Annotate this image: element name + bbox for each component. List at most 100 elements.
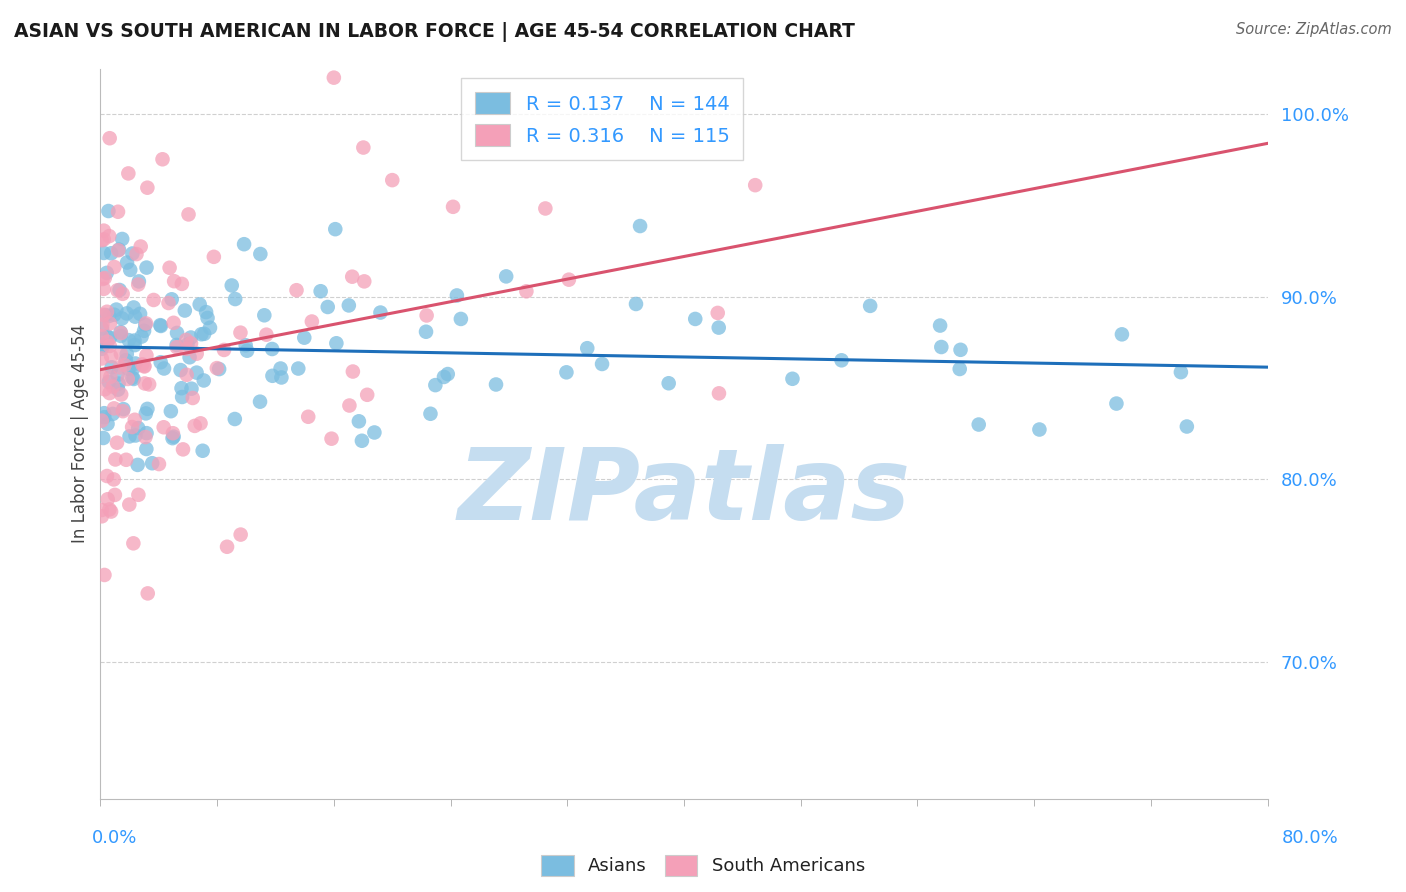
Point xyxy=(949,343,972,357)
Point xyxy=(111,311,134,326)
Point xyxy=(135,426,157,441)
Point xyxy=(180,336,202,351)
Point xyxy=(93,282,115,296)
Point xyxy=(339,399,361,413)
Point xyxy=(188,297,211,311)
Point xyxy=(132,324,155,338)
Point xyxy=(108,283,131,297)
Point xyxy=(555,365,578,379)
Point xyxy=(347,414,370,428)
Point xyxy=(148,457,170,471)
Point xyxy=(180,330,202,344)
Point xyxy=(706,306,728,320)
Point xyxy=(162,316,184,330)
Point xyxy=(436,367,458,381)
Point xyxy=(190,417,212,431)
Point xyxy=(131,358,153,372)
Point xyxy=(224,412,246,426)
Point xyxy=(831,353,853,368)
Point xyxy=(181,391,204,405)
Point xyxy=(124,428,146,442)
Point xyxy=(93,406,115,420)
Point xyxy=(104,452,127,467)
Point xyxy=(534,202,557,216)
Point xyxy=(93,308,115,322)
Point xyxy=(93,224,115,238)
Point xyxy=(176,337,198,351)
Point xyxy=(135,348,157,362)
Point xyxy=(100,246,122,260)
Point xyxy=(97,375,120,389)
Point xyxy=(108,243,131,257)
Point xyxy=(111,286,134,301)
Point xyxy=(415,325,437,339)
Point xyxy=(111,232,134,246)
Point xyxy=(707,320,730,334)
Point xyxy=(152,420,174,434)
Point xyxy=(224,292,246,306)
Point xyxy=(138,377,160,392)
Point xyxy=(162,431,184,445)
Point xyxy=(316,300,339,314)
Point xyxy=(100,504,122,518)
Point xyxy=(93,232,115,246)
Legend: Asians, South Americans: Asians, South Americans xyxy=(534,847,872,883)
Point xyxy=(136,401,159,416)
Point xyxy=(381,173,404,187)
Point xyxy=(425,378,447,392)
Point xyxy=(177,207,200,221)
Point xyxy=(337,298,360,312)
Point xyxy=(124,357,146,371)
Point xyxy=(101,379,124,393)
Point xyxy=(576,341,599,355)
Point xyxy=(322,70,344,85)
Point xyxy=(352,140,374,154)
Point xyxy=(128,274,150,288)
Point xyxy=(212,343,235,357)
Point xyxy=(118,498,141,512)
Point xyxy=(124,334,146,348)
Point xyxy=(160,293,183,307)
Point xyxy=(101,407,124,421)
Point xyxy=(353,274,375,288)
Point xyxy=(233,237,256,252)
Point xyxy=(115,306,138,320)
Point xyxy=(1175,419,1198,434)
Point xyxy=(90,509,112,524)
Point xyxy=(115,347,138,361)
Point xyxy=(93,382,115,396)
Point xyxy=(127,488,149,502)
Point xyxy=(93,246,115,260)
Y-axis label: In Labor Force | Age 45-54: In Labor Force | Age 45-54 xyxy=(72,324,89,543)
Point xyxy=(129,307,152,321)
Point xyxy=(135,260,157,275)
Point xyxy=(141,456,163,470)
Point xyxy=(135,317,157,331)
Point xyxy=(90,329,112,343)
Point xyxy=(190,327,212,342)
Point xyxy=(96,329,118,343)
Point xyxy=(172,442,194,457)
Point xyxy=(221,278,243,293)
Point xyxy=(96,304,118,318)
Point xyxy=(229,326,252,340)
Text: ZIPatlas: ZIPatlas xyxy=(457,443,911,541)
Point xyxy=(114,353,136,368)
Point xyxy=(292,331,315,345)
Point xyxy=(122,372,145,386)
Point xyxy=(91,337,114,351)
Point xyxy=(91,431,114,445)
Point xyxy=(90,351,112,366)
Point xyxy=(149,318,172,333)
Point xyxy=(270,361,292,376)
Point xyxy=(166,338,188,352)
Point xyxy=(103,401,125,416)
Point xyxy=(169,363,191,377)
Point xyxy=(1111,327,1133,342)
Point xyxy=(90,233,112,247)
Point xyxy=(707,386,730,401)
Point xyxy=(249,247,271,261)
Point xyxy=(270,370,292,384)
Point xyxy=(254,327,277,342)
Point xyxy=(197,310,219,325)
